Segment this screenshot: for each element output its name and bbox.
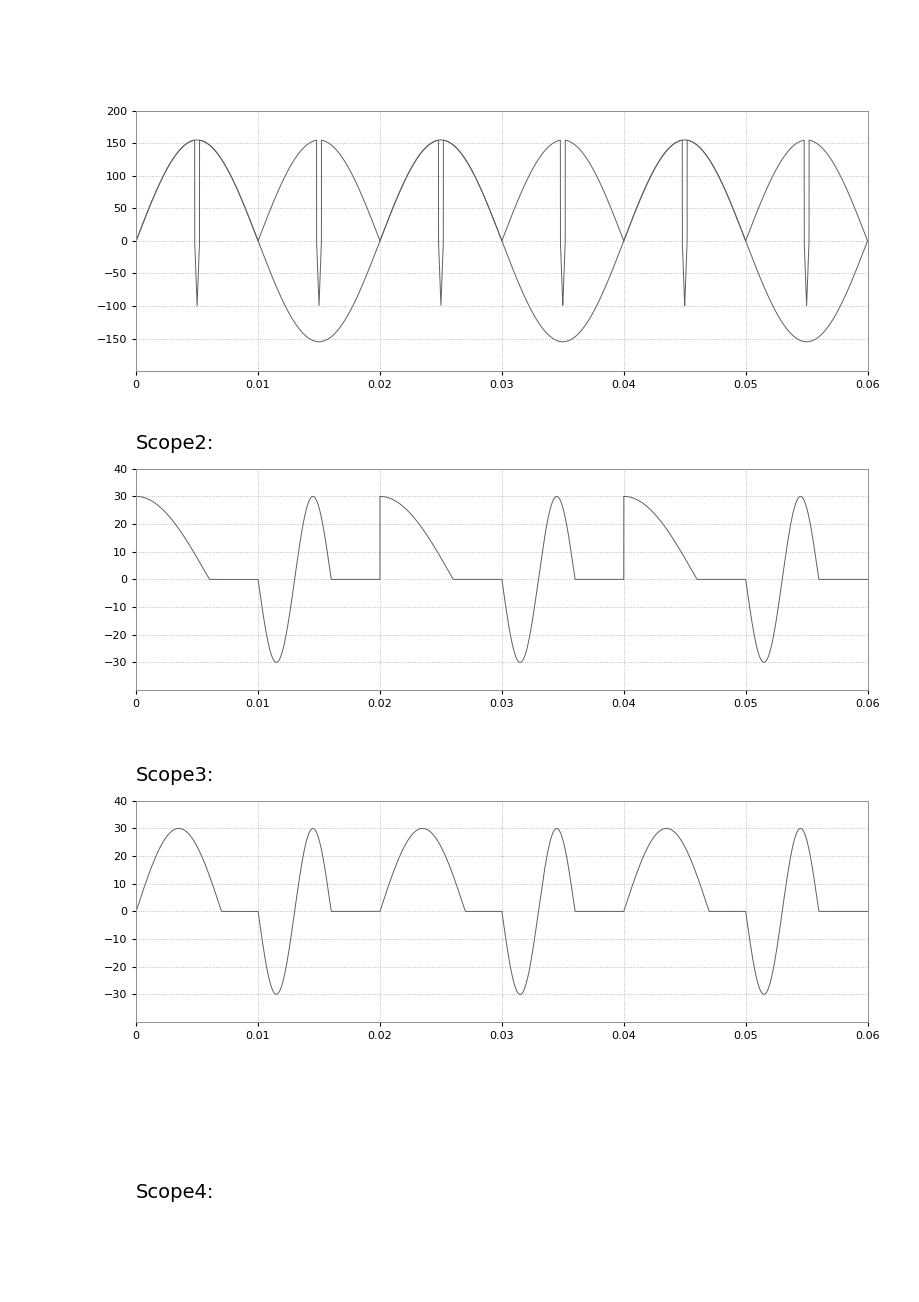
- Text: Scope3:: Scope3:: [136, 766, 214, 785]
- Text: Scope4:: Scope4:: [136, 1182, 214, 1202]
- Text: Scope2:: Scope2:: [136, 434, 214, 453]
